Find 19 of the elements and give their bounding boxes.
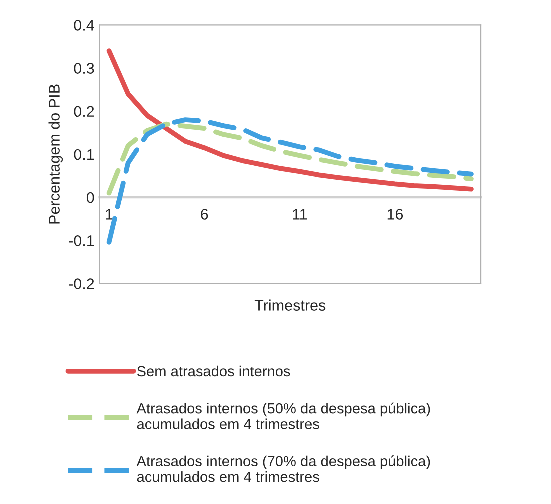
x-tick-label: 16 xyxy=(388,209,404,220)
line-series xyxy=(106,122,474,196)
line-series xyxy=(106,118,474,245)
y-tick-label: -0.1 xyxy=(69,236,94,246)
y-tick-label: 0.2 xyxy=(74,106,94,118)
y-tick-label: 0.4 xyxy=(74,20,94,31)
x-tick-label: 6 xyxy=(201,209,208,220)
x-tick-label: 1 xyxy=(106,209,113,220)
legend-label: Atrasados internos (50% da despesa pública) acumulados em 4 trimestres xyxy=(136,402,430,430)
y-tick-label: -0.2 xyxy=(69,278,94,290)
legend-label: Sem atrasados internos xyxy=(137,366,290,377)
y-tick-label: 0.1 xyxy=(74,149,94,160)
y-axis-title: Percentagem do PIB xyxy=(48,84,63,224)
line-series xyxy=(106,48,474,192)
x-axis-title: Trimestres xyxy=(254,300,326,311)
x-tick-label: 11 xyxy=(293,209,308,220)
legend-label: Atrasados internos (70% da despesa pública) acumulados em 4 trimestres xyxy=(136,456,430,482)
y-tick-label: 0.3 xyxy=(74,63,94,74)
y-tick-label: 0 xyxy=(86,192,94,204)
